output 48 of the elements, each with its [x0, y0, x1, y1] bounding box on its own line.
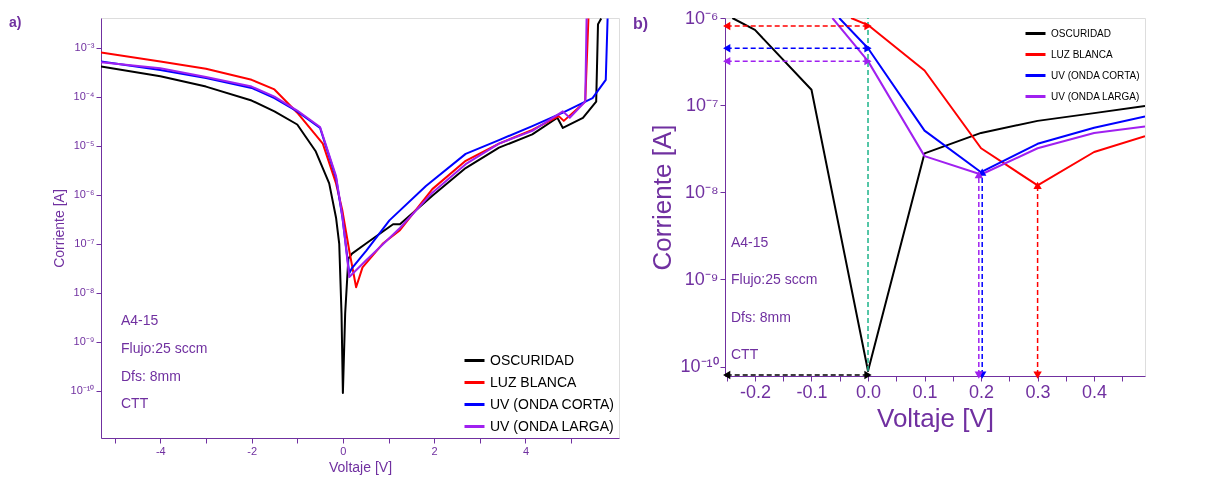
x-tick-label: 0 [340, 444, 347, 457]
x-tick-label: -2 [247, 444, 257, 457]
y-tick-label: 10⁻⁶ [73, 188, 95, 201]
x-axis-title: Voltaje [V] [328, 458, 393, 475]
annotation: Flujo:25 sccm [121, 340, 208, 356]
x-tick-label: 0.1 [912, 381, 938, 402]
x-tick-label: -0.1 [796, 381, 828, 402]
y-tick-label: 10⁻⁸ [73, 286, 95, 299]
chart-title: a) [9, 14, 22, 30]
legend-label: LUZ BLANCA [490, 373, 578, 390]
annotation: CTT [121, 395, 149, 411]
legend-label: OSCURIDAD [490, 351, 575, 368]
y-tick-label: 10⁻¹⁰ [680, 356, 719, 377]
y-tick-label: 10⁻³ [74, 41, 95, 54]
x-tick-label: 4 [522, 444, 529, 457]
x-tick-label: 0.2 [969, 381, 995, 402]
x-tick-label: 0.0 [856, 381, 882, 402]
x-tick-label: 2 [431, 444, 438, 457]
y-tick-label: 10⁻⁵ [73, 139, 95, 152]
y-tick-label: 10⁻¹⁰ [70, 384, 95, 397]
y-tick-label: 10⁻⁴ [73, 90, 95, 103]
chart-title: b) [633, 15, 649, 32]
x-tick-label: -4 [155, 444, 166, 457]
y-tick-label: 10⁻⁸ [684, 181, 719, 202]
annotation: Flujo:25 sccm [731, 271, 818, 287]
y-tick-label: 10⁻⁷ [685, 94, 719, 115]
y-tick-label: 10⁻⁷ [74, 237, 95, 250]
y-tick-label: 10⁻⁹ [73, 335, 95, 348]
legend-label: UV (ONDA LARGA) [490, 417, 614, 434]
x-tick-label: 0.4 [1082, 381, 1108, 402]
legend-label: UV (ONDA LARGA) [1051, 90, 1140, 102]
legend-label: UV (ONDA CORTA) [1051, 69, 1140, 81]
x-tick-label: 0.3 [1025, 381, 1051, 402]
legend-label: LUZ BLANCA [1051, 48, 1114, 60]
annotation: A4-15 [731, 234, 769, 250]
annotation: Dfs: 8mm [731, 309, 791, 325]
y-tick-label: 10⁻⁹ [684, 268, 719, 289]
annotation: Dfs: 8mm [121, 368, 181, 384]
annotation: CTT [731, 346, 759, 362]
y-axis-title: Corriente [A] [647, 124, 678, 271]
line-series [101, 18, 603, 394]
legend-label: UV (ONDA CORTA) [490, 395, 614, 412]
annotation: A4-15 [121, 312, 159, 328]
legend-label: OSCURIDAD [1051, 27, 1112, 39]
y-axis-title: Corriente [A] [50, 189, 67, 268]
x-axis-title: Voltaje [V] [876, 402, 995, 433]
x-tick-label: -0.2 [739, 381, 771, 402]
y-tick-label: 10⁻⁶ [685, 7, 719, 28]
